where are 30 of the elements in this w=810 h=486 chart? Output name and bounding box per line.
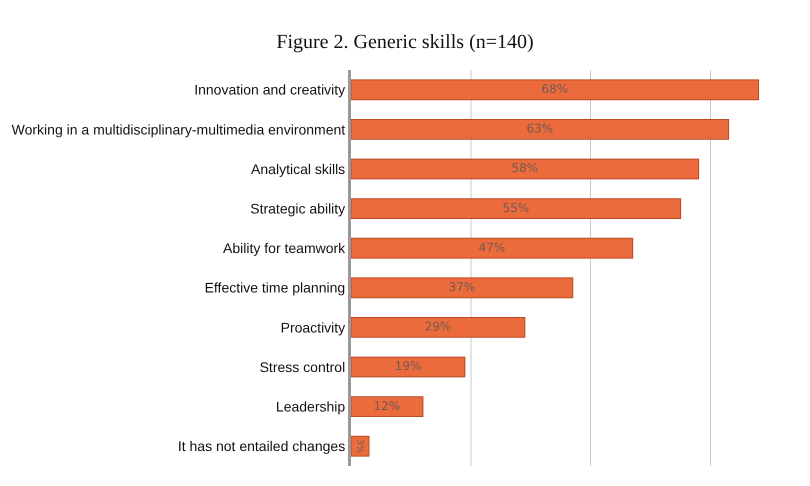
bar: [351, 79, 760, 100]
data-label: 55%: [502, 200, 530, 215]
bar: [351, 356, 466, 378]
y-tick-label: Effective time planning: [204, 280, 346, 296]
y-tick-label: Innovation and creativity: [194, 82, 346, 98]
y-tick-label: Ability for teamwork: [223, 240, 346, 256]
data-label: 37%: [448, 280, 476, 294]
bar: [351, 119, 730, 140]
data-label: 47%: [478, 240, 506, 254]
bar: [351, 158, 700, 180]
bar: [351, 198, 682, 219]
data-label: 12%: [374, 398, 400, 413]
y-tick-label: Strategic ability: [250, 200, 346, 216]
bar: [351, 277, 574, 298]
bar: [351, 396, 424, 417]
data-label: 3%: [354, 439, 365, 454]
y-tick-label: Proactivity: [280, 319, 346, 336]
bar: [351, 317, 526, 338]
chart-title: Figure 2. Generic skills (n=140): [276, 31, 534, 54]
bar: [351, 238, 634, 259]
y-tick-label: Analytical skills: [251, 160, 346, 177]
y-tick-label: Working in a multidisciplinary-multimedia environment: [12, 121, 346, 138]
y-tick-label: It has not entailed changes: [178, 438, 346, 454]
y-tick-label: Leadership: [276, 398, 346, 414]
data-label: 63%: [526, 122, 554, 136]
data-label: 29%: [424, 320, 452, 334]
data-label: 68%: [541, 82, 568, 96]
data-label: 58%: [512, 161, 538, 176]
y-tick-label: Stress control: [260, 358, 346, 375]
data-label: 19%: [394, 359, 422, 374]
